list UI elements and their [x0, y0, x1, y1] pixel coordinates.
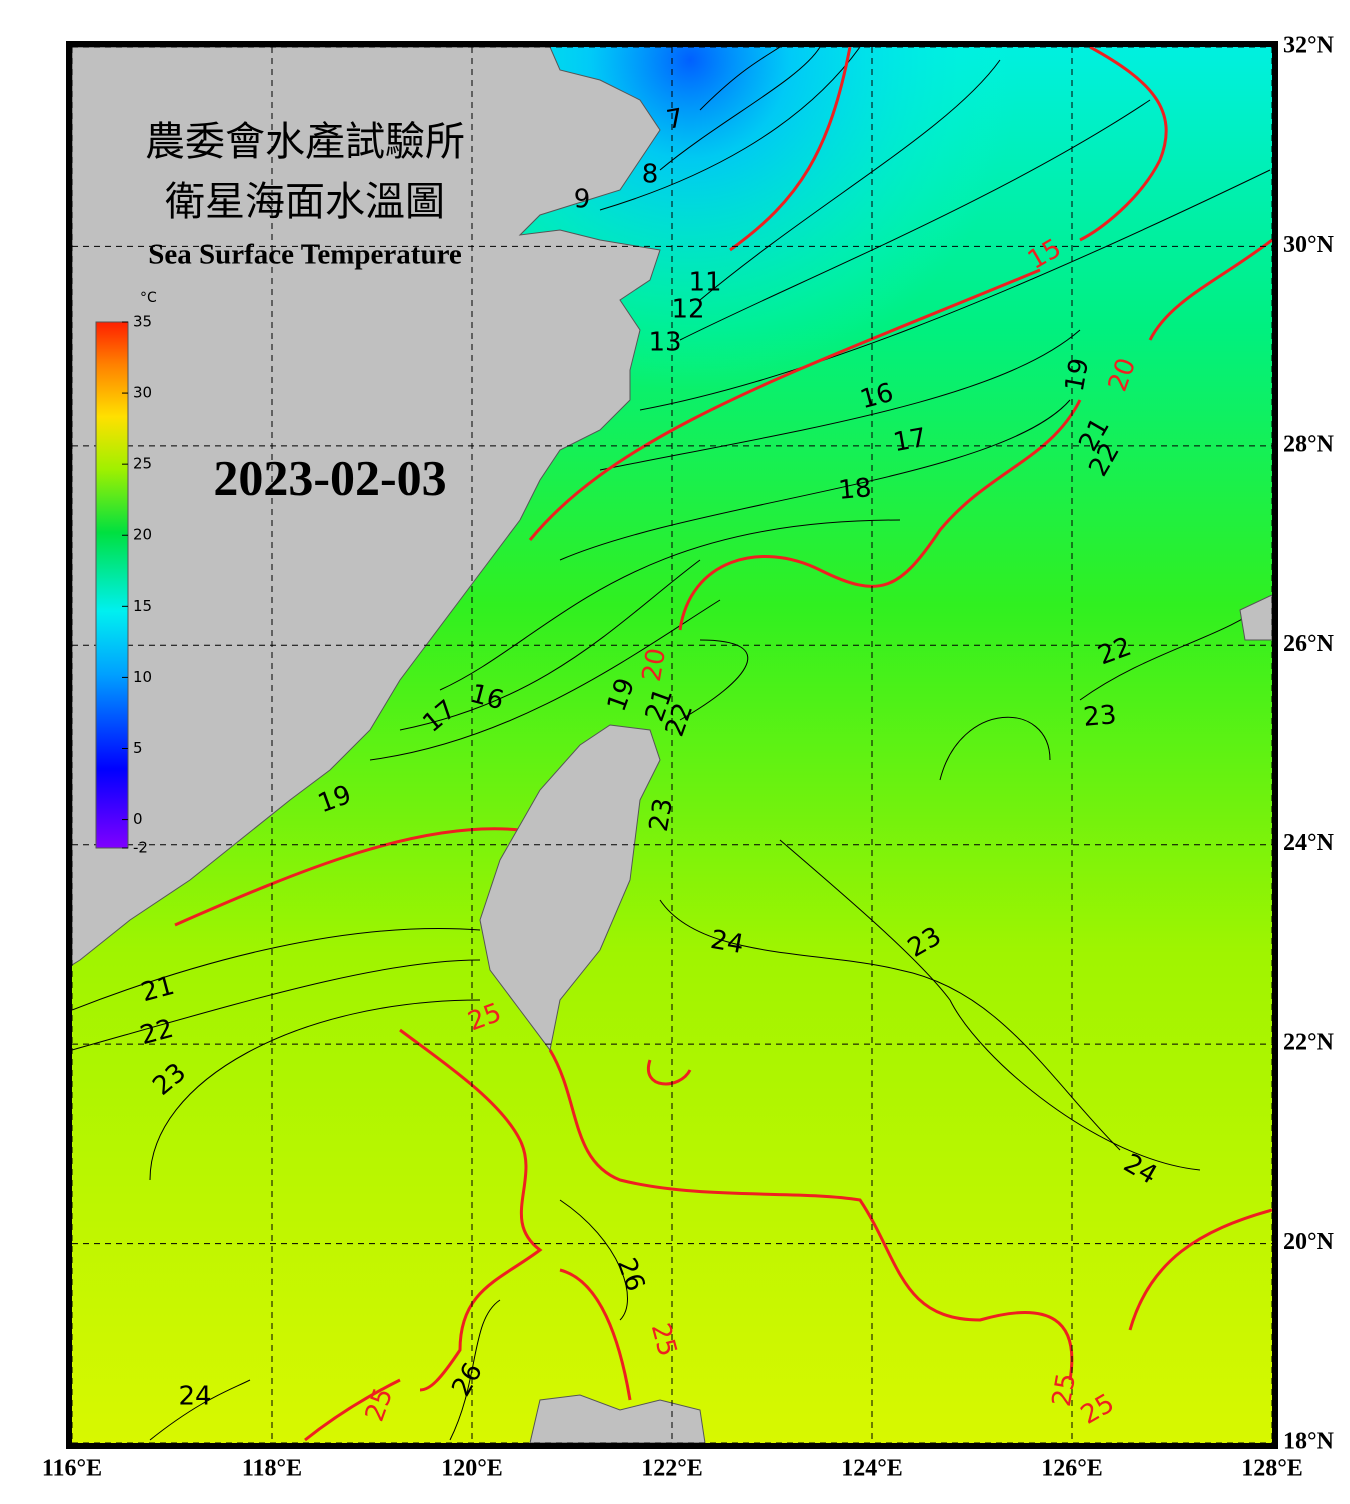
lat-label: 24°N	[1283, 830, 1335, 856]
mainland	[72, 47, 661, 966]
colorbar-tick-label: 25	[133, 455, 152, 473]
lon-label: 126°E	[1041, 1456, 1103, 1482]
colorbar-tick-label: 20	[133, 526, 152, 544]
isotherms-5deg	[174, 47, 1272, 1442]
colorbar-tick-label: 10	[133, 668, 152, 686]
isotherm-label: 8	[642, 160, 659, 190]
luzon	[529, 1394, 706, 1443]
lat-label: 28°N	[1283, 431, 1335, 457]
isotherm-label: 11	[688, 268, 721, 298]
isotherms	[72, 47, 1272, 1441]
isotherm-label: 23	[644, 796, 679, 834]
island	[1239, 594, 1272, 641]
lon-label: 116°E	[42, 1456, 102, 1482]
isotherm-label: 13	[648, 328, 681, 358]
lat-label: 20°N	[1283, 1229, 1335, 1255]
lat-label: 30°N	[1283, 232, 1335, 258]
isotherm-label: 24	[178, 1382, 211, 1412]
lat-label: 22°N	[1283, 1030, 1335, 1056]
isotherm-label: 25	[1047, 1371, 1082, 1409]
title-en: Sea Surface Temperature	[148, 239, 462, 271]
isotherm-label: 18	[837, 473, 873, 506]
lon-label: 124°E	[841, 1456, 903, 1482]
colorbar-tick-label: 35	[133, 313, 152, 331]
isotherm-label: 19	[1060, 356, 1095, 394]
colorbar	[95, 321, 129, 849]
lat-label: 18°N	[1283, 1429, 1335, 1455]
colorbar-tick-label: -2	[133, 839, 148, 857]
colorbar-tick-label: 5	[133, 739, 143, 757]
isotherm-label: 12	[671, 295, 704, 325]
frame	[66, 41, 1278, 1449]
colorbar-tick-label: 0	[133, 810, 143, 828]
lon-label: 120°E	[441, 1456, 503, 1482]
lon-label: 122°E	[641, 1456, 703, 1482]
taiwan	[479, 724, 661, 1052]
isotherm-label: 9	[574, 185, 591, 215]
isotherm-label: 23	[1082, 700, 1118, 733]
date: 2023-02-03	[213, 449, 446, 505]
title-zh: 農委會水產試驗所	[145, 119, 465, 165]
isotherm-label: 20	[637, 646, 672, 684]
lat-label: 32°N	[1283, 33, 1335, 59]
colorbar-tick-label: 30	[133, 384, 152, 402]
isotherm-label: 24	[708, 925, 746, 960]
isotherm-label: 17	[891, 423, 929, 458]
lat-label: 26°N	[1283, 631, 1335, 657]
lon-label: 128°E	[1241, 1456, 1303, 1482]
lon-label: 118°E	[242, 1456, 302, 1482]
title-zh: 衛星海面水溫圖	[165, 179, 445, 225]
colorbar-tick-label: 15	[133, 597, 152, 615]
colorbar-unit: °C	[140, 290, 157, 306]
isotherm-label: 7	[664, 103, 686, 135]
